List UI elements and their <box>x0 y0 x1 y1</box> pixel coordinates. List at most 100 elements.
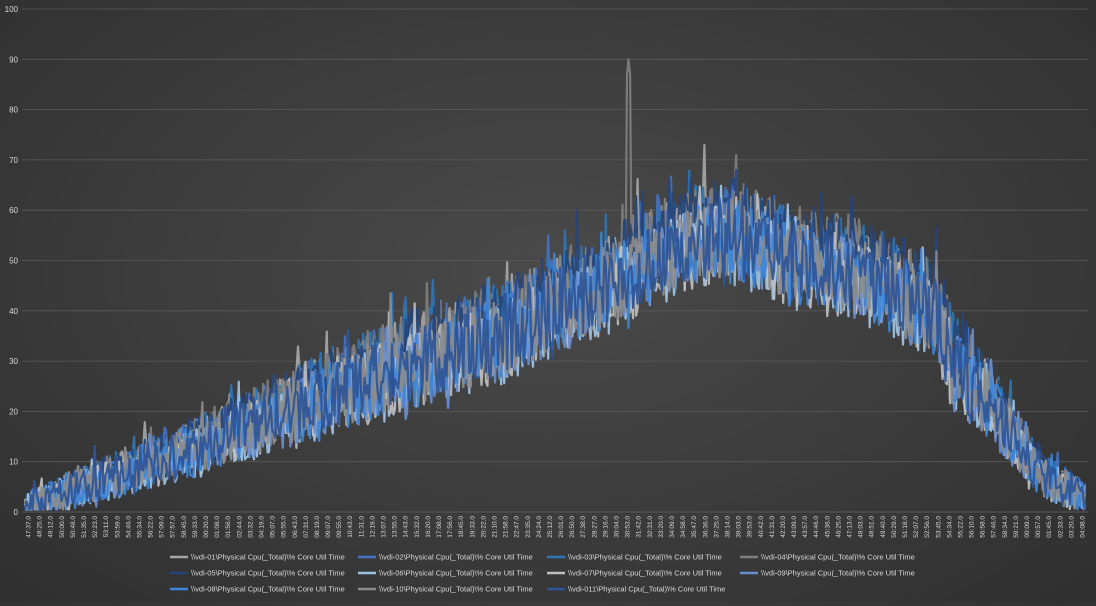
y-tick-label: 20 <box>9 407 18 416</box>
legend-label: \\vdi-09\Physical Cpu(_Total)\% Core Uti… <box>761 569 915 578</box>
x-tick-label: 30:53.0 <box>625 516 632 538</box>
x-tick-label: 58:45.0 <box>181 516 188 538</box>
x-tick-label: 41:31.0 <box>769 516 776 538</box>
x-tick-label: 03:32.0 <box>247 516 254 538</box>
x-tick-label: 00:20.0 <box>203 516 210 538</box>
x-tick-label: 02:44.0 <box>236 516 243 538</box>
legend-label: \\vdi-05\Physical Cpu(_Total)\% Core Uti… <box>191 569 345 578</box>
series-line-11 <box>23 193 1087 511</box>
x-tick-label: 24:24.0 <box>536 516 543 538</box>
x-tick-label: 50:29.0 <box>891 516 898 538</box>
x-tick-label: 23:35.0 <box>525 516 532 538</box>
y-tick-label: 10 <box>9 458 18 467</box>
x-tick-label: 52:07.0 <box>913 516 920 538</box>
y-axis: 0 10 20 30 40 50 60 70 80 90 100 <box>5 5 19 517</box>
x-tick-label: 32:31.0 <box>647 516 654 538</box>
x-tick-label: 48:03.0 <box>858 516 865 538</box>
x-tick-label: 04:19.0 <box>258 516 265 538</box>
legend: \\vdi-01\Physical Cpu(_Total)\% Core Uti… <box>170 553 915 594</box>
x-tick-label: 46:25.0 <box>835 516 842 538</box>
x-tick-label: 19:33.0 <box>469 516 476 538</box>
x-tick-label: 47:13.0 <box>847 516 854 538</box>
x-tick-label: 12:19.0 <box>369 516 376 538</box>
legend-entry: \\vdi-07\Physical Cpu(_Total)\% Core Uti… <box>547 569 722 578</box>
x-tick-label: 54:46.0 <box>125 516 132 538</box>
x-tick-label: 11:31.0 <box>358 516 365 538</box>
x-tick-label: 14:43.0 <box>403 516 410 538</box>
x-tick-label: 50:00.0 <box>59 516 66 538</box>
legend-label: \\vdi-10\Physical Cpu(_Total)\% Core Uti… <box>379 585 533 594</box>
x-tick-label: 42:20.0 <box>780 516 787 538</box>
x-tick-label: 49:40.0 <box>880 516 887 538</box>
legend-label: \\vdi-07\Physical Cpu(_Total)\% Core Uti… <box>568 569 722 578</box>
legend-entry: \\vdi-01\Physical Cpu(_Total)\% Core Uti… <box>170 553 345 562</box>
x-tick-label: 37:25.0 <box>713 516 720 538</box>
legend-entry: \\vdi-03\Physical Cpu(_Total)\% Core Uti… <box>547 553 722 562</box>
x-tick-label: 50:48.0 <box>70 516 77 538</box>
x-tick-label: 45:36.0 <box>824 516 831 538</box>
x-tick-label: 29:16.0 <box>602 516 609 538</box>
x-tick-label: 39:53.0 <box>747 516 754 538</box>
x-tick-label: 01:08.0 <box>214 516 221 538</box>
x-tick-label: 52:23.0 <box>92 516 99 538</box>
x-tick-label: 52:56.0 <box>924 516 931 538</box>
x-tick-label: 05:07.0 <box>270 516 277 538</box>
x-tick-label: 49:12.0 <box>48 516 55 538</box>
x-tick-label: 59:21.0 <box>1013 516 1020 538</box>
x-tick-label: 06:43.0 <box>292 516 299 538</box>
legend-entry: \\vdi-09\Physical Cpu(_Total)\% Core Uti… <box>740 569 915 578</box>
x-tick-label: 53:59.0 <box>114 516 121 538</box>
x-tick-label: 17:56.0 <box>447 516 454 538</box>
y-tick-label: 100 <box>5 5 19 14</box>
x-tick-label: 13:07.0 <box>381 516 388 538</box>
x-tick-label: 13:55.0 <box>392 516 399 538</box>
x-tick-label: 57:46.0 <box>991 516 998 538</box>
legend-entry: \\vdi-06\Physical Cpu(_Total)\% Core Uti… <box>358 569 533 578</box>
x-tick-label: 07:31.0 <box>303 516 310 538</box>
x-tick-label: 22:47.0 <box>514 516 521 538</box>
legend-entry: \\vdi-011\Physical Cpu(_Total)\% Core Ut… <box>547 585 725 594</box>
x-tick-label: 34:09.0 <box>669 516 676 538</box>
x-tick-label: 44:46.0 <box>813 516 820 538</box>
x-tick-label: 33:20.0 <box>658 516 665 538</box>
x-tick-label: 40:42.0 <box>758 516 765 538</box>
legend-label: \\vdi-01\Physical Cpu(_Total)\% Core Uti… <box>191 553 345 562</box>
x-tick-label: 56:58.0 <box>980 516 987 538</box>
x-tick-label: 53:11.0 <box>103 516 110 538</box>
y-tick-label: 0 <box>14 508 19 517</box>
x-tick-label: 43:09.0 <box>791 516 798 538</box>
x-tick-label: 17:08.0 <box>436 516 443 538</box>
x-tick-label: 51:35.0 <box>81 516 88 538</box>
legend-entry: \\vdi-04\Physical Cpu(_Total)\% Core Uti… <box>740 553 915 562</box>
x-tick-label: 56:10.0 <box>969 516 976 538</box>
legend-label: \\vdi-04\Physical Cpu(_Total)\% Core Uti… <box>761 553 915 562</box>
x-tick-label: 01:56.0 <box>225 516 232 538</box>
y-tick-label: 60 <box>9 206 18 215</box>
x-tick-label: 25:12.0 <box>547 516 554 538</box>
x-tick-label: 01:45.0 <box>1046 516 1053 538</box>
y-tick-label: 30 <box>9 357 18 366</box>
x-tick-label: 36:36.0 <box>702 516 709 538</box>
x-tick-label: 08:19.0 <box>314 516 321 538</box>
x-tick-label: 38:14.0 <box>724 516 731 538</box>
x-tick-label: 57:57.0 <box>170 516 177 538</box>
x-tick-label: 09:55.0 <box>336 516 343 538</box>
x-tick-label: 43:57.0 <box>802 516 809 538</box>
x-tick-label: 18:45.0 <box>458 516 465 538</box>
x-tick-label: 04:08.0 <box>1080 516 1087 538</box>
x-axis: 47:37.0 48:25.0 49:12.0 50:00.0 50:48.0 51:35… <box>22 511 1088 538</box>
x-tick-label: 55:34.0 <box>136 516 143 538</box>
legend-entry: \\vdi-05\Physical Cpu(_Total)\% Core Uti… <box>170 569 345 578</box>
x-tick-label: 00:09.0 <box>1024 516 1031 538</box>
y-tick-label: 50 <box>9 257 18 266</box>
x-tick-label: 54:34.0 <box>946 516 953 538</box>
x-tick-label: 35:47.0 <box>691 516 698 538</box>
legend-label: \\vdi-03\Physical Cpu(_Total)\% Core Uti… <box>568 553 722 562</box>
y-tick-label: 80 <box>9 106 18 115</box>
x-tick-label: 26:50.0 <box>569 516 576 538</box>
x-tick-label: 03:20.0 <box>1068 516 1075 538</box>
x-tick-label: 20:22.0 <box>480 516 487 538</box>
legend-label: \\vdi-02\Physical Cpu(_Total)\% Core Uti… <box>379 553 533 562</box>
